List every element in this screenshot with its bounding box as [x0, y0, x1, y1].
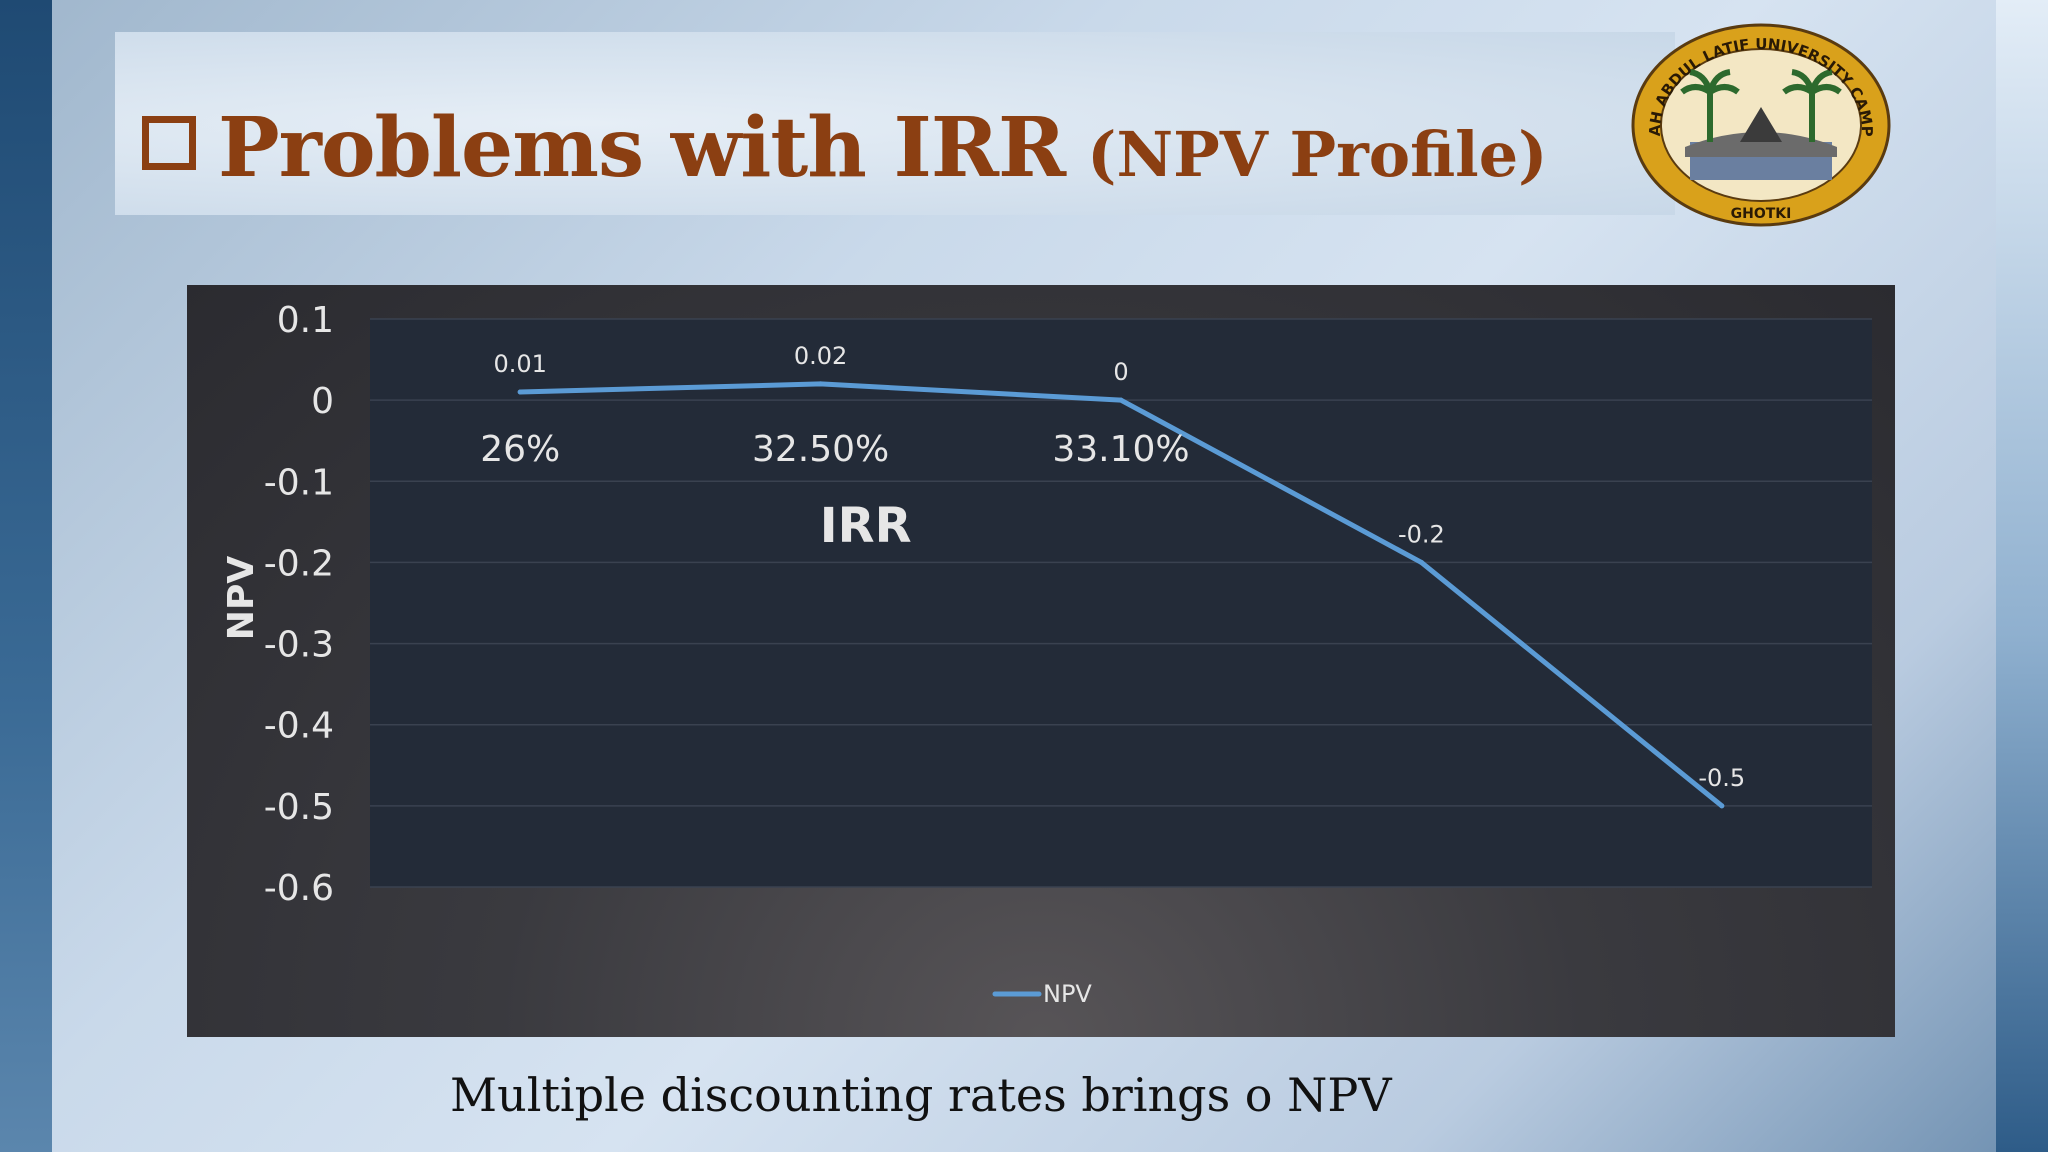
data-label: 0.01: [493, 350, 546, 378]
legend-label-npv: NPV: [1043, 980, 1092, 1008]
checkbox-bullet-icon: [142, 116, 196, 170]
title-band: [115, 32, 1675, 215]
irr-annotation: IRR: [820, 498, 912, 554]
title-sub: (NPV Profile): [1087, 118, 1548, 191]
data-point: [1418, 559, 1424, 565]
y-tick-label: -0.3: [264, 625, 334, 666]
data-point: [1719, 803, 1725, 809]
irr-rate-annotation: 26%: [480, 429, 560, 470]
slide-title: Problems with IRR (NPV Profile): [142, 100, 1548, 200]
y-tick-label: -0.2: [264, 543, 334, 584]
y-tick-label: -0.1: [264, 462, 334, 503]
irr-rate-annotation: 32.50%: [752, 429, 889, 470]
data-label: -0.2: [1398, 520, 1445, 548]
left-edge-decoration: [0, 0, 52, 1152]
plot-background: [370, 319, 1872, 887]
data-point: [1118, 397, 1124, 403]
right-edge-decoration: [1996, 0, 2048, 1152]
title-main: Problems with IRR: [218, 100, 1066, 196]
y-tick-label: 0.1: [277, 300, 334, 341]
data-point: [517, 389, 523, 395]
data-label: 0.02: [794, 342, 847, 370]
data-point: [818, 381, 824, 387]
data-label: -0.5: [1698, 764, 1745, 792]
chart-area: 0.1 0 -0.1 -0.2 -0.3 -0.4 -0.5 -0.6 NPV 0.01 0.02 0…: [187, 285, 1895, 1037]
y-tick-label: -0.5: [264, 787, 334, 828]
y-tick-label: -0.6: [264, 868, 334, 909]
y-tick-label: 0: [311, 381, 334, 422]
y-tick-label: -0.4: [264, 706, 334, 747]
npv-line-chart: 0.1 0 -0.1 -0.2 -0.3 -0.4 -0.5 -0.6 NPV 0.01 0.02 0…: [221, 300, 1872, 1008]
university-seal-icon: SHAH ABDUL LATIF UNIVERSITY CAMPUS GHOTK…: [1630, 22, 1891, 227]
slide-caption: Multiple discounting rates brings o NPV: [450, 1068, 1392, 1122]
irr-rate-annotation: 33.10%: [1052, 429, 1189, 470]
y-axis-title: NPV: [221, 556, 262, 641]
data-label: 0: [1113, 358, 1128, 386]
seal-bottom-text: GHOTKI: [1731, 206, 1792, 222]
